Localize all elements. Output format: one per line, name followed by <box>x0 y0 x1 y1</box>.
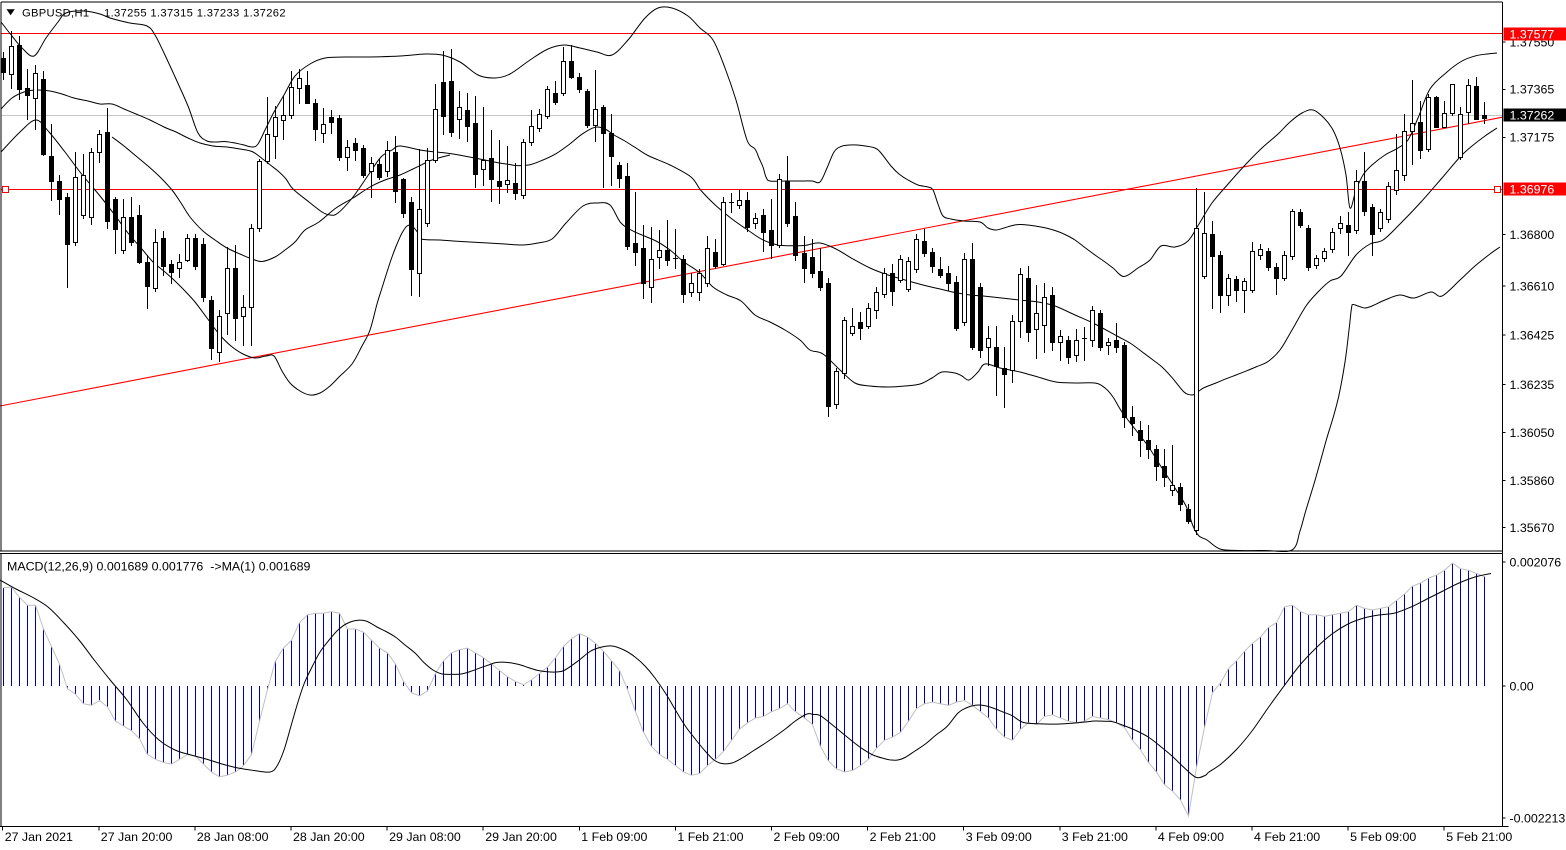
svg-text:1.37365: 1.37365 <box>1510 83 1555 97</box>
svg-text:4 Feb 09:00: 4 Feb 09:00 <box>1158 830 1224 844</box>
svg-text:28 Jan 20:00: 28 Jan 20:00 <box>293 830 365 844</box>
svg-text:1 Feb 21:00: 1 Feb 21:00 <box>677 830 743 844</box>
svg-text:1.36425: 1.36425 <box>1510 328 1555 342</box>
svg-text:27 Jan 20:00: 27 Jan 20:00 <box>101 830 173 844</box>
svg-text:1.36976: 1.36976 <box>1510 182 1555 196</box>
svg-text:1.36800: 1.36800 <box>1510 228 1555 242</box>
svg-text:2 Feb 09:00: 2 Feb 09:00 <box>774 830 840 844</box>
svg-text:1.36235: 1.36235 <box>1510 378 1555 392</box>
svg-text:-0.002213: -0.002213 <box>1510 811 1566 825</box>
svg-text:29 Jan 20:00: 29 Jan 20:00 <box>485 830 557 844</box>
svg-text:1 Feb 09:00: 1 Feb 09:00 <box>581 830 647 844</box>
svg-text:1.37255 1.37315 1.37233 1.3726: 1.37255 1.37315 1.37233 1.37262 <box>104 7 286 19</box>
svg-text:0.002076: 0.002076 <box>1510 555 1562 569</box>
svg-text:1.35670: 1.35670 <box>1510 521 1555 535</box>
svg-text:0.00: 0.00 <box>1510 680 1534 694</box>
svg-text:1.35860: 1.35860 <box>1510 474 1555 488</box>
svg-text:1.36610: 1.36610 <box>1510 280 1555 294</box>
svg-text:GBPUSD,H1: GBPUSD,H1 <box>22 7 89 19</box>
svg-text:3 Feb 21:00: 3 Feb 21:00 <box>1062 830 1128 844</box>
svg-text:1.37262: 1.37262 <box>1510 108 1555 122</box>
svg-text:2 Feb 21:00: 2 Feb 21:00 <box>870 830 936 844</box>
svg-text:1.37577: 1.37577 <box>1510 27 1555 41</box>
svg-text:27 Jan 2021: 27 Jan 2021 <box>5 830 73 844</box>
svg-text:1.36050: 1.36050 <box>1510 426 1555 440</box>
svg-text:5 Feb 21:00: 5 Feb 21:00 <box>1446 830 1512 844</box>
svg-text:28 Jan 08:00: 28 Jan 08:00 <box>197 830 269 844</box>
svg-text:29 Jan 08:00: 29 Jan 08:00 <box>389 830 461 844</box>
svg-text:4 Feb 21:00: 4 Feb 21:00 <box>1254 830 1320 844</box>
svg-text:MACD(12,26,9) 0.001689 0.00177: MACD(12,26,9) 0.001689 0.001776 ->MA(1) … <box>7 560 311 574</box>
svg-text:5 Feb 09:00: 5 Feb 09:00 <box>1350 830 1416 844</box>
svg-text:1.37175: 1.37175 <box>1510 131 1555 145</box>
svg-text:3 Feb 09:00: 3 Feb 09:00 <box>966 830 1032 844</box>
